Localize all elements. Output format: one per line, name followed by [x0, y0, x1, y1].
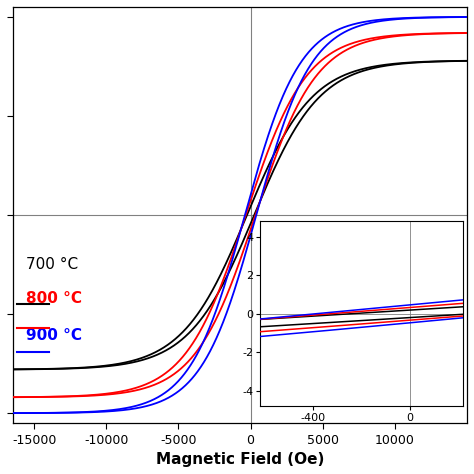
X-axis label: Magnetic Field (Oe): Magnetic Field (Oe) — [155, 452, 324, 467]
Text: 800 °C: 800 °C — [26, 291, 82, 306]
Text: 700 °C: 700 °C — [26, 257, 78, 273]
Text: 900 °C: 900 °C — [26, 328, 82, 343]
